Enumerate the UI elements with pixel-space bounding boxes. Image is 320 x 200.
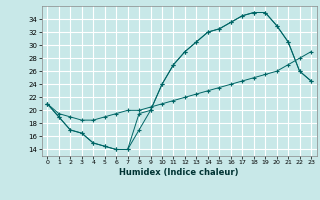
X-axis label: Humidex (Indice chaleur): Humidex (Indice chaleur) — [119, 168, 239, 177]
